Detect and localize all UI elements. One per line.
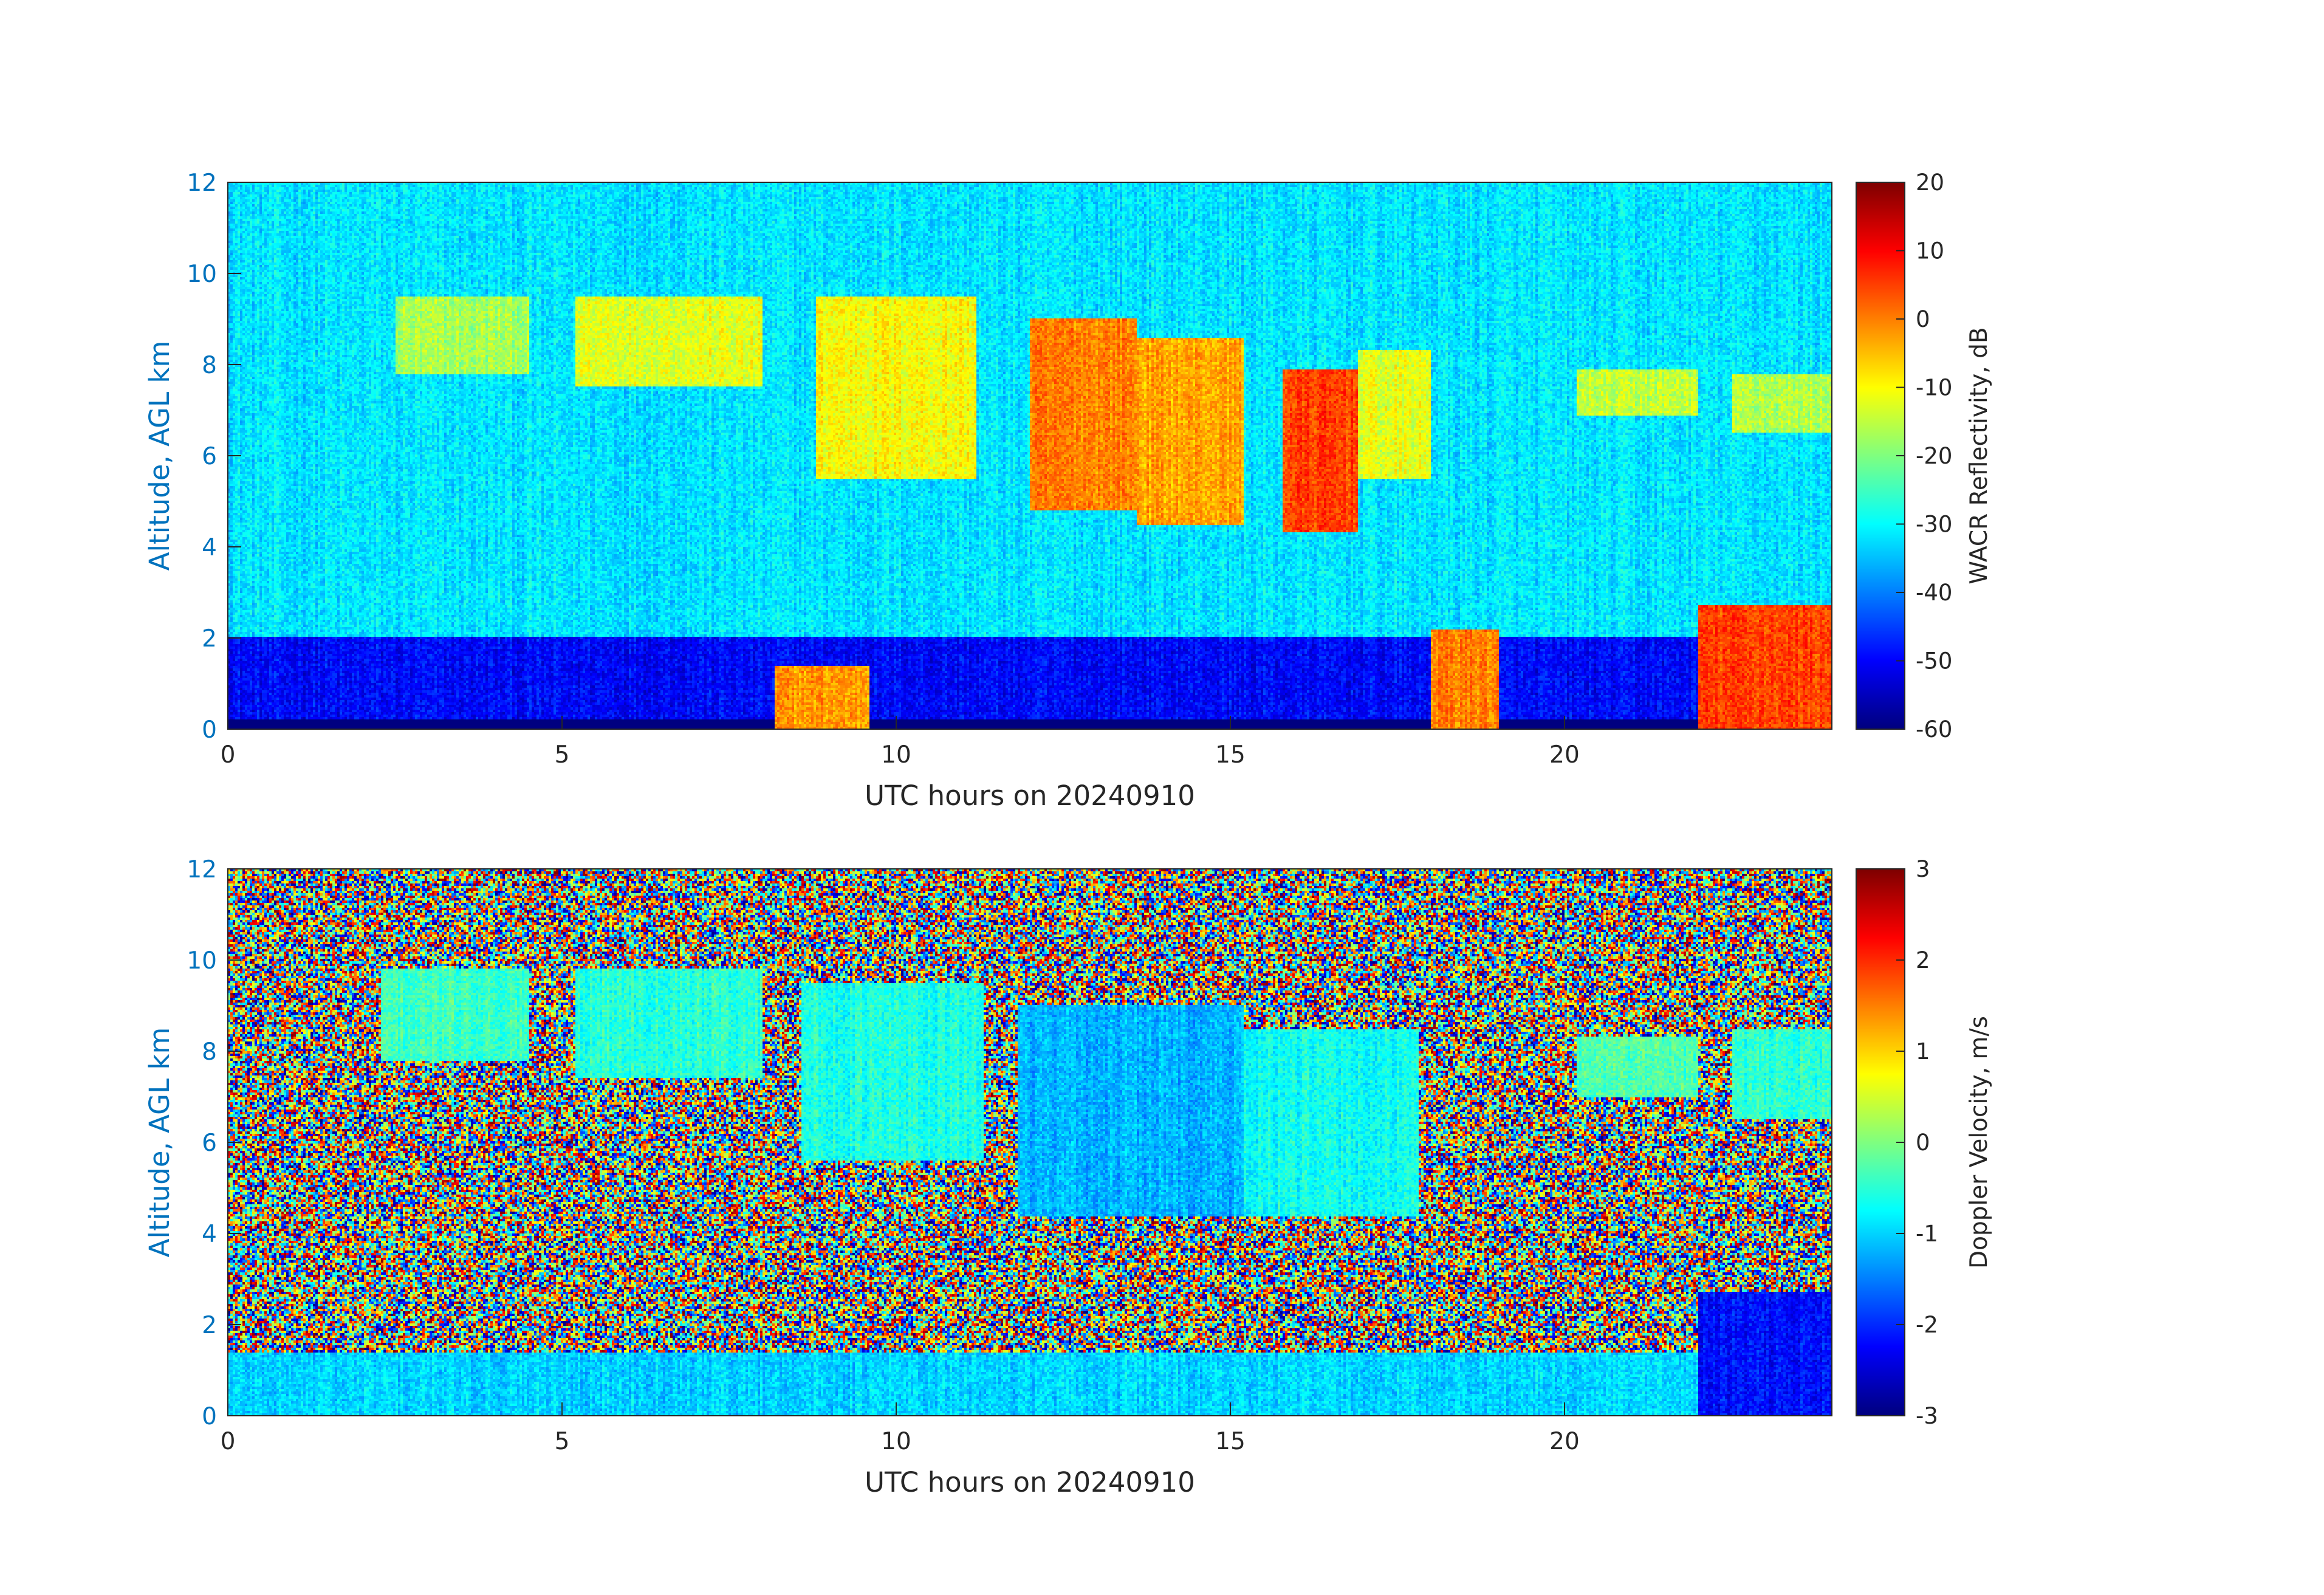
- colorbar-tick-label: 2: [1916, 947, 1930, 973]
- colorbar-tick-label: -1: [1916, 1221, 1938, 1247]
- colorbar-tick-label: -20: [1916, 443, 1952, 469]
- x-tick-label: 20: [1549, 741, 1580, 769]
- colorbar-tick-label: 3: [1916, 856, 1930, 882]
- colorbar-tick-label: -40: [1916, 580, 1952, 606]
- reflectivity-x-axis-label: UTC hours on 20240910: [865, 780, 1195, 812]
- colorbar-tick-label: -30: [1916, 512, 1952, 538]
- colorbar-tick-label: -60: [1916, 716, 1952, 743]
- x-tick-label: 15: [1215, 741, 1246, 769]
- y-tick-label: 12: [187, 170, 217, 197]
- y-tick-label: 10: [187, 947, 217, 975]
- y-tick-label: 8: [202, 1038, 217, 1066]
- y-tick-label: 4: [202, 1221, 217, 1248]
- reflectivity-y-axis-label: Altitude, AGL km: [143, 341, 176, 571]
- reflectivity-heatmap: [228, 182, 1832, 729]
- y-tick-label: 4: [202, 534, 217, 561]
- x-tick-label: 15: [1215, 1428, 1246, 1455]
- velocity-heatmap: [228, 869, 1832, 1416]
- x-tick-label: 10: [881, 741, 911, 769]
- y-tick-label: 0: [202, 1403, 217, 1430]
- velocity-y-axis-label: Altitude, AGL km: [143, 1027, 176, 1258]
- reflectivity-panel: 0 5 10 15 20 0 2 4 6 8 10 12 UTC hours on 20240910…: [143, 170, 1993, 812]
- y-tick-label: 2: [202, 1312, 217, 1339]
- colorbar-tick-label: 20: [1916, 170, 1944, 196]
- velocity-colorbar-label: Doppler Velocity, m/s: [1966, 1016, 1993, 1269]
- velocity-x-axis-label: UTC hours on 20240910: [865, 1466, 1195, 1498]
- colorbar-tick-label: 10: [1916, 238, 1944, 264]
- y-tick-label: 6: [202, 1130, 217, 1157]
- x-tick-label: 5: [555, 741, 570, 769]
- x-tick-label: 0: [221, 1428, 236, 1455]
- reflectivity-colorbar-label: WACR Reflectivity, dB: [1966, 327, 1993, 584]
- y-tick-label: 12: [187, 856, 217, 883]
- colorbar-tick-label: 0: [1916, 306, 1930, 332]
- x-tick-label: 20: [1549, 1428, 1580, 1455]
- y-tick-label: 10: [187, 261, 217, 288]
- colorbar-tick-label: -10: [1916, 375, 1952, 401]
- y-tick-label: 8: [202, 352, 217, 379]
- x-tick-label: 10: [881, 1428, 911, 1455]
- colorbar-tick-label: 1: [1916, 1038, 1930, 1065]
- colorbar-tick-label: -2: [1916, 1312, 1938, 1338]
- y-tick-label: 2: [202, 625, 217, 653]
- colorbar-tick-label: -3: [1916, 1403, 1938, 1429]
- colorbar-tick-label: 0: [1916, 1130, 1930, 1156]
- y-tick-label: 0: [202, 716, 217, 744]
- x-tick-label: 5: [555, 1428, 570, 1455]
- x-tick-label: 0: [221, 741, 236, 769]
- y-tick-label: 6: [202, 443, 217, 470]
- colorbar-tick-label: -50: [1916, 648, 1952, 674]
